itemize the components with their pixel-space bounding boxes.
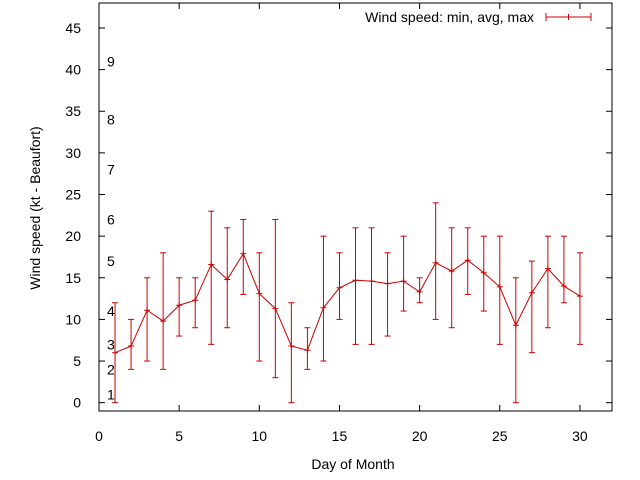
- beaufort-label: 2: [107, 361, 115, 377]
- data-point: [304, 347, 311, 354]
- y-axis-label: Wind speed (kt - Beaufort): [27, 126, 43, 289]
- y-tick-label: 45: [65, 20, 81, 36]
- data-point: [448, 268, 455, 275]
- data-point: [416, 288, 423, 295]
- beaufort-label: 1: [107, 386, 115, 402]
- legend-marker: [565, 14, 572, 20]
- data-point: [288, 343, 295, 350]
- data-point: [192, 297, 199, 304]
- data-point: [224, 276, 231, 283]
- beaufort-labels: 1 2 3 4 5 6 7 8 9: [107, 53, 115, 402]
- series-line-group: [112, 250, 583, 356]
- x-axis-label: Day of Month: [311, 456, 394, 472]
- y-tick-label: 30: [65, 145, 81, 161]
- x-tick-label: 10: [252, 428, 268, 444]
- data-point: [240, 250, 247, 257]
- error-bars: [112, 202, 583, 404]
- data-point: [480, 269, 487, 276]
- data-point: [400, 278, 407, 285]
- data-point: [256, 290, 263, 297]
- beaufort-label: 6: [107, 211, 115, 227]
- data-point: [144, 307, 151, 314]
- x-tick-label: 0: [95, 428, 103, 444]
- legend: Wind speed: min, avg, max: [365, 9, 592, 25]
- y-tick-label: 5: [73, 353, 81, 369]
- data-point: [432, 259, 439, 266]
- y-tick-label: 40: [65, 62, 81, 78]
- x-tick-label: 15: [332, 428, 348, 444]
- y-tick-label: 20: [65, 228, 81, 244]
- beaufort-label: 8: [107, 112, 115, 128]
- data-point: [320, 304, 327, 311]
- y-tick-label: 0: [73, 395, 81, 411]
- data-point: [528, 289, 535, 296]
- data-point: [176, 302, 183, 309]
- data-point: [496, 283, 503, 290]
- data-point: [368, 278, 375, 285]
- data-point: [336, 284, 343, 291]
- y-tick-label: 10: [65, 311, 81, 327]
- y-tick-label: 15: [65, 270, 81, 286]
- plot-frame: [98, 2, 613, 412]
- data-point: [208, 261, 215, 268]
- beaufort-label: 3: [107, 336, 115, 352]
- data-point: [544, 265, 551, 272]
- data-point: [560, 283, 567, 290]
- x-tick-label: 30: [572, 428, 588, 444]
- data-point: [464, 257, 471, 264]
- beaufort-label: 5: [107, 253, 115, 269]
- data-point: [160, 318, 167, 325]
- data-point: [512, 322, 519, 329]
- beaufort-label: 7: [107, 162, 115, 178]
- data-point: [352, 277, 359, 284]
- x-tick-label: 5: [175, 428, 183, 444]
- data-point: [384, 280, 391, 287]
- x-tick-label: 20: [412, 428, 428, 444]
- data-point: [272, 305, 279, 312]
- axis-ticks: [98, 3, 612, 411]
- y-tick-label: 35: [65, 103, 81, 119]
- data-point: [576, 293, 583, 300]
- beaufort-label: 9: [107, 53, 115, 69]
- x-tick-label: 25: [492, 428, 508, 444]
- series-line: [114, 252, 581, 354]
- data-point: [112, 349, 119, 356]
- data-point: [128, 343, 135, 350]
- y-tick-label: 25: [65, 187, 81, 203]
- beaufort-label: 4: [107, 303, 115, 319]
- legend-label: Wind speed: min, avg, max: [365, 9, 534, 25]
